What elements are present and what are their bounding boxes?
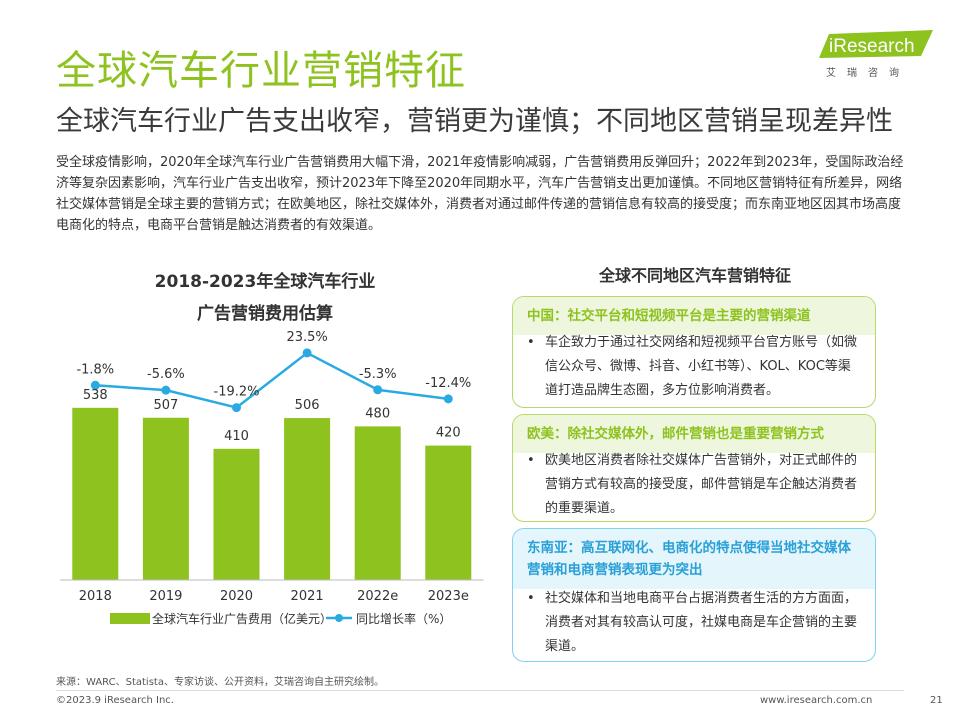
logo-banner: [819, 30, 933, 58]
website-url: www.iresearch.com.cn: [760, 695, 873, 706]
bar: [284, 418, 331, 580]
growth-rate-label: -19.2%: [214, 385, 260, 400]
x-tick-label: 2023e: [428, 589, 469, 604]
logo-chinese-name: 艾瑞咨询: [826, 68, 910, 79]
region-card-china: 中国：社交平台和短视频平台是主要的营销渠道 • 车企致力于通过社交网络和短视频平…: [512, 296, 876, 408]
ad-spend-chart: 538 2018 507 2019 410 2020 506 2021 480 2022e 420 2…: [60, 330, 484, 626]
growth-rate-point: [90, 380, 100, 390]
growth-rate-point: [302, 348, 312, 358]
region-card-title: 东南亚：高互联网化、电商化的特点使得当地社交媒体营销和电商营销表现更为突出: [513, 529, 875, 589]
chart-title-line-1: 2018-2023年全球汽车行业: [154, 272, 376, 292]
growth-rate-point: [161, 385, 171, 395]
x-tick-label: 2020: [220, 589, 253, 604]
chart-title: 2018-2023年全球汽车行业 广告营销费用估算: [90, 266, 440, 330]
bar-value-label: 538: [83, 388, 108, 403]
region-card-title: 欧美：除社交媒体外，邮件营销也是重要营销方式: [513, 415, 875, 453]
legend-line-marker: [335, 614, 343, 622]
bar: [425, 445, 472, 580]
bar: [142, 417, 189, 580]
logo-text: iResearch: [829, 36, 915, 57]
growth-rate-label: 23.5%: [286, 330, 327, 345]
growth-rate-point: [443, 394, 453, 404]
bar-value-label: 420: [436, 426, 461, 441]
page-subtitle: 全球汽车行业广告支出收窄，营销更为谨慎；不同地区营销呈现差异性: [56, 106, 893, 137]
bar: [354, 426, 401, 580]
growth-rate-point: [232, 403, 241, 413]
x-tick-label: 2022e: [357, 589, 398, 604]
bullet-icon: •: [527, 591, 535, 606]
region-card-body: • 社交媒体和当地电商平台占据消费者生活的方方面面，消费者对其有较高认可度，社媒…: [527, 587, 863, 659]
region-card-europe-america: 欧美：除社交媒体外，邮件营销也是重要营销方式 • 欧美地区消费者除社交媒体广告营…: [512, 414, 876, 522]
bar-value-label: 507: [153, 398, 178, 413]
growth-rate-line: [95, 351, 449, 409]
bar: [213, 448, 260, 580]
chart-title-line-2: 广告营销费用估算: [197, 304, 333, 324]
intro-paragraph: 受全球疫情影响，2020年全球汽车行业广告营销费用大幅下滑，2021年疫情影响减…: [56, 155, 904, 233]
growth-rate-label: -5.3%: [359, 367, 397, 382]
bullet-icon: •: [527, 453, 535, 468]
copyright: ©2023.9 iResearch Inc.: [56, 695, 174, 706]
x-tick-label: 2019: [149, 589, 182, 604]
page-title: 全球汽车行业营销特征: [56, 48, 466, 94]
region-card-body: • 车企致力于通过社交网络和短视频平台官方账号（如微信公众号、微博、抖音、小红书…: [527, 331, 863, 403]
growth-rate-label: -5.6%: [147, 367, 185, 382]
bullet-icon: •: [527, 335, 535, 350]
x-tick-label: 2021: [291, 589, 324, 604]
bar-value-label: 506: [295, 398, 320, 413]
region-card-text: 社交媒体和当地电商平台占据消费者生活的方方面面，消费者对其有较高认可度，社媒电商…: [545, 591, 858, 654]
region-card-body: • 欧美地区消费者除社交媒体广告营销外，对正式邮件的营销方式有较高的接受度，邮件…: [527, 449, 863, 521]
source-note: 来源：WARC、Statista、专家访谈、公开资料，艾瑞咨询自主研究绘制。: [56, 677, 384, 688]
bar-value-label: 480: [365, 406, 390, 421]
growth-rate-label: -1.8%: [76, 362, 114, 377]
region-card-title: 中国：社交平台和短视频平台是主要的营销渠道: [513, 297, 875, 335]
x-tick-label: 2018: [79, 589, 112, 604]
legend-line-label: 同比增长率（%）: [356, 611, 451, 626]
page-number: 21: [930, 695, 943, 706]
iresearch-logo: iResearch: [819, 30, 933, 58]
region-card-southeast-asia: 东南亚：高互联网化、电商化的特点使得当地社交媒体营销和电商营销表现更为突出 • …: [512, 528, 876, 662]
legend-bar-label: 全球汽车行业广告费用（亿美元）: [152, 611, 332, 626]
footer-divider: [56, 690, 904, 691]
legend-bar-swatch: [110, 613, 150, 624]
growth-rate-label: -12.4%: [425, 376, 471, 391]
region-card-text: 车企致力于通过社交网络和短视频平台官方账号（如微信公众号、微博、抖音、小红书等）…: [545, 335, 858, 398]
growth-rate-point: [373, 385, 383, 395]
region-card-text: 欧美地区消费者除社交媒体广告营销外，对正式邮件的营销方式有较高的接受度，邮件营销…: [545, 453, 858, 516]
bar: [72, 407, 119, 580]
regions-heading: 全球不同地区汽车营销特征: [598, 266, 791, 285]
bar-value-label: 410: [224, 429, 249, 444]
